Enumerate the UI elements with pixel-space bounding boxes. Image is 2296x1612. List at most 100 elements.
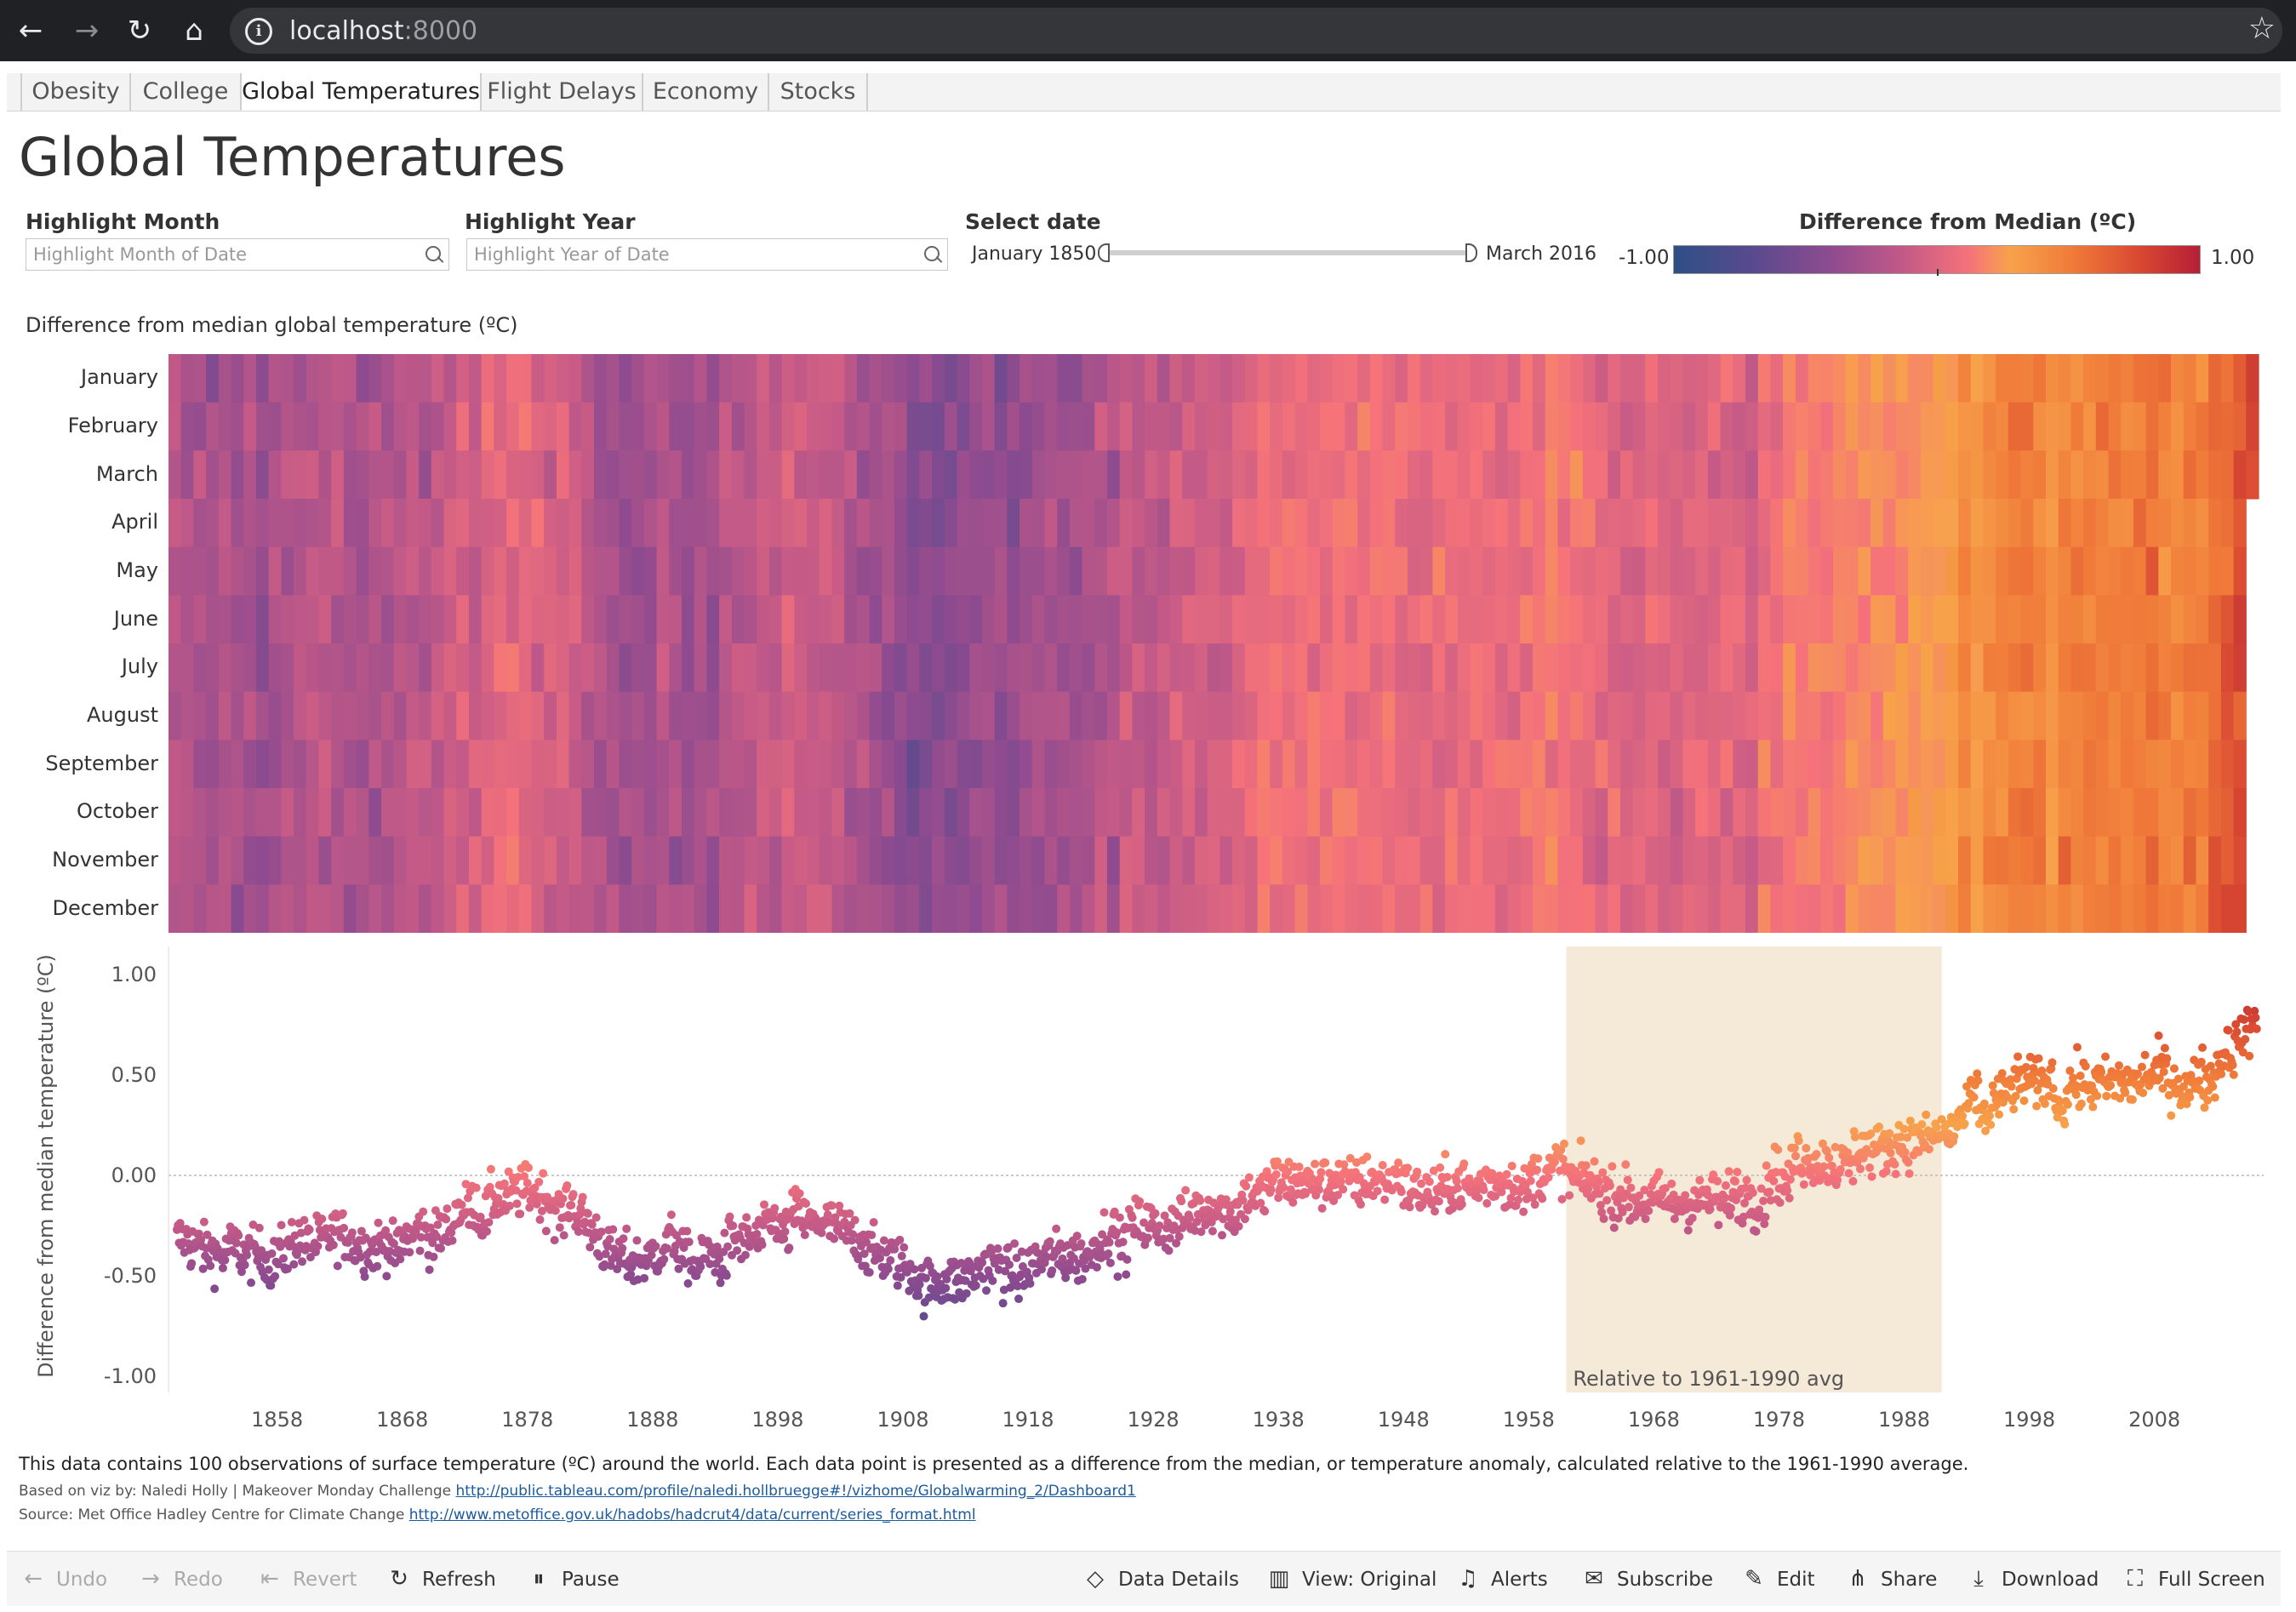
heatmap-cell[interactable] bbox=[581, 402, 595, 451]
heatmap-cell[interactable] bbox=[2070, 691, 2084, 740]
data-point[interactable] bbox=[2229, 1070, 2238, 1079]
heatmap-cell[interactable] bbox=[294, 595, 307, 644]
heatmap-cell[interactable] bbox=[1832, 691, 1847, 740]
heatmap-cell[interactable] bbox=[819, 884, 833, 933]
heatmap-cell[interactable] bbox=[1145, 499, 1158, 548]
data-point[interactable] bbox=[534, 1177, 544, 1186]
data-point[interactable] bbox=[850, 1215, 860, 1225]
data-point[interactable] bbox=[1769, 1176, 1779, 1186]
heatmap-cell[interactable] bbox=[1783, 595, 1796, 644]
heatmap-cell[interactable] bbox=[2158, 499, 2172, 548]
heatmap-cell[interactable] bbox=[1031, 450, 1046, 500]
heatmap-cell[interactable] bbox=[456, 499, 470, 548]
heatmap-cell[interactable] bbox=[1745, 691, 1759, 740]
heatmap-cell[interactable] bbox=[1470, 884, 1483, 933]
heatmap-cell[interactable] bbox=[356, 499, 369, 548]
heatmap-cell[interactable] bbox=[381, 884, 395, 933]
data-point[interactable] bbox=[523, 1179, 532, 1188]
heatmap-cell[interactable] bbox=[1470, 402, 1483, 451]
heatmap-cell[interactable] bbox=[1320, 450, 1334, 500]
heatmap-cell[interactable] bbox=[1019, 595, 1033, 644]
heatmap-cell[interactable] bbox=[2045, 499, 2059, 548]
heatmap-cell[interactable] bbox=[669, 354, 683, 403]
heatmap-cell[interactable] bbox=[1595, 354, 1608, 403]
data-point[interactable] bbox=[1301, 1189, 1311, 1198]
heatmap-cell[interactable] bbox=[356, 402, 369, 451]
heatmap-cell[interactable] bbox=[681, 402, 695, 451]
heatmap-cell[interactable] bbox=[494, 499, 507, 548]
heatmap-cell[interactable] bbox=[856, 643, 871, 693]
data-point[interactable] bbox=[1396, 1187, 1406, 1197]
heatmap-cell[interactable] bbox=[894, 788, 908, 837]
share-button[interactable]: ⋔ Share bbox=[1843, 1552, 1937, 1606]
heatmap-cell[interactable] bbox=[481, 595, 494, 644]
data-point[interactable] bbox=[2029, 1063, 2038, 1072]
heatmap-cell[interactable] bbox=[1557, 691, 1571, 740]
heatmap-cell[interactable] bbox=[306, 450, 320, 500]
heatmap-cell[interactable] bbox=[2070, 402, 2084, 451]
heatmap-cell[interactable] bbox=[1533, 595, 1546, 644]
data-point[interactable] bbox=[411, 1226, 420, 1236]
heatmap-cell[interactable] bbox=[2171, 740, 2185, 789]
data-point[interactable] bbox=[1431, 1207, 1440, 1216]
heatmap-cell[interactable] bbox=[1996, 691, 2009, 740]
data-point[interactable] bbox=[2232, 1027, 2242, 1037]
heatmap-cell[interactable] bbox=[932, 546, 945, 596]
data-point[interactable] bbox=[541, 1226, 551, 1236]
data-point[interactable] bbox=[1850, 1132, 1859, 1141]
heatmap-cell[interactable] bbox=[468, 691, 483, 740]
data-point[interactable] bbox=[537, 1206, 546, 1215]
heatmap-cell[interactable] bbox=[807, 740, 820, 789]
heatmap-cell[interactable] bbox=[2045, 788, 2059, 837]
heatmap-cell[interactable] bbox=[206, 836, 220, 885]
heatmap-cell[interactable] bbox=[1908, 836, 1922, 885]
heatmap-cell[interactable] bbox=[2108, 884, 2122, 933]
heatmap-cell[interactable] bbox=[243, 546, 257, 596]
heatmap-cell[interactable] bbox=[1908, 499, 1922, 548]
credit-link[interactable]: http://public.tableau.com/profile/naledi… bbox=[455, 1483, 1136, 1500]
heatmap-cell[interactable] bbox=[1194, 595, 1208, 644]
heatmap-cell[interactable] bbox=[919, 499, 933, 548]
heatmap-cell[interactable] bbox=[2058, 354, 2072, 403]
heatmap-cell[interactable] bbox=[1282, 546, 1296, 596]
heatmap-cell[interactable] bbox=[719, 546, 733, 596]
heatmap-cell[interactable] bbox=[2171, 450, 2185, 500]
heatmap-cell[interactable] bbox=[994, 836, 1008, 885]
data-point[interactable] bbox=[240, 1260, 249, 1270]
data-point[interactable] bbox=[780, 1234, 789, 1243]
data-point[interactable] bbox=[429, 1252, 438, 1261]
data-point[interactable] bbox=[333, 1261, 342, 1271]
heatmap-cell[interactable] bbox=[1232, 740, 1246, 789]
heatmap-cell[interactable] bbox=[994, 546, 1008, 596]
heatmap-cell[interactable] bbox=[1157, 402, 1171, 451]
heatmap-cell[interactable] bbox=[1244, 499, 1259, 548]
heatmap-cell[interactable] bbox=[393, 884, 408, 933]
data-point[interactable] bbox=[1574, 1178, 1584, 1187]
heatmap-cell[interactable] bbox=[744, 740, 757, 789]
data-point[interactable] bbox=[1061, 1273, 1071, 1283]
heatmap-cell[interactable] bbox=[1582, 546, 1596, 596]
heatmap-cell[interactable] bbox=[1382, 402, 1396, 451]
data-point[interactable] bbox=[1917, 1120, 1927, 1129]
heatmap-cell[interactable] bbox=[1232, 691, 1246, 740]
heatmap-cell[interactable] bbox=[1132, 354, 1145, 403]
data-point[interactable] bbox=[865, 1267, 874, 1277]
heatmap-cell[interactable] bbox=[1157, 691, 1171, 740]
heatmap-cell[interactable] bbox=[1733, 499, 1746, 548]
heatmap-cell[interactable] bbox=[1970, 450, 1985, 500]
data-point[interactable] bbox=[1559, 1139, 1568, 1148]
heatmap-cell[interactable] bbox=[656, 546, 670, 596]
heatmap-cell[interactable] bbox=[794, 402, 808, 451]
heatmap-cell[interactable] bbox=[1632, 643, 1646, 693]
heatmap-cell[interactable] bbox=[544, 740, 557, 789]
heatmap-cell[interactable] bbox=[1870, 836, 1884, 885]
heatmap-cell[interactable] bbox=[1908, 884, 1922, 933]
heatmap-cell[interactable] bbox=[531, 354, 545, 403]
data-point[interactable] bbox=[1218, 1231, 1226, 1240]
heatmap-cell[interactable] bbox=[781, 740, 795, 789]
heatmap-cell[interactable] bbox=[1882, 836, 1897, 885]
data-point[interactable] bbox=[1488, 1169, 1497, 1178]
heatmap-cell[interactable] bbox=[856, 499, 871, 548]
heatmap-cell[interactable] bbox=[1545, 836, 1559, 885]
heatmap-cell[interactable] bbox=[2070, 836, 2084, 885]
